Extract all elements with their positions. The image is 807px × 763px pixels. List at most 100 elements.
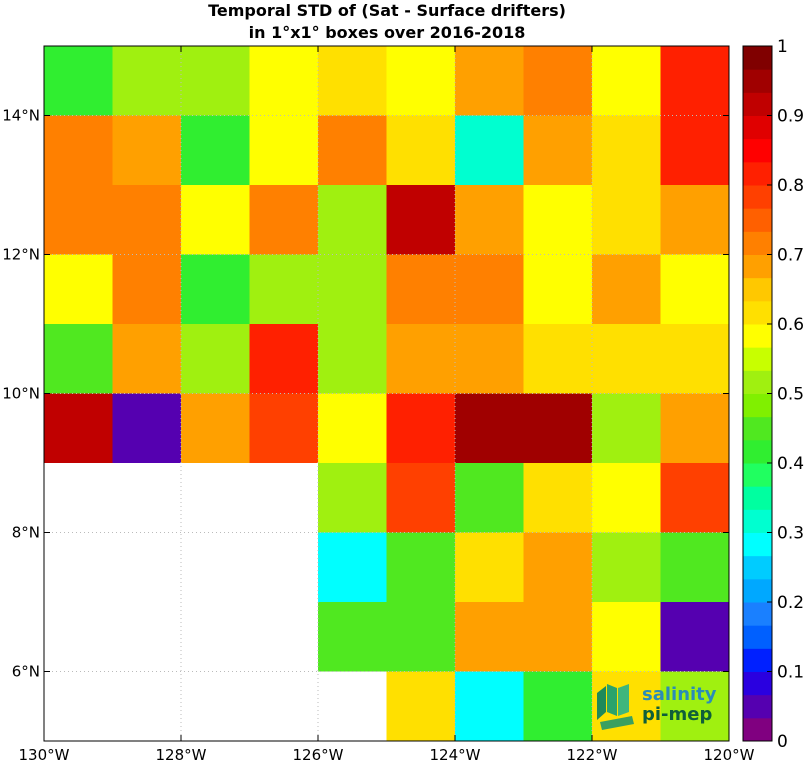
heatmap-cell: [249, 46, 318, 116]
y-tick-label: 14°N: [2, 107, 40, 125]
heatmap-cell: [523, 532, 592, 602]
heatmap-cell: [592, 46, 661, 116]
colorbar-tick-label: 0.8: [777, 176, 804, 196]
colorbar-swatch: [743, 439, 772, 464]
x-tick-label: 122°W: [567, 746, 618, 763]
colorbar-swatch: [743, 92, 772, 116]
heatmap-cell: [523, 602, 592, 672]
colorbar-swatch: [743, 231, 772, 255]
heatmap-cell: [386, 324, 455, 394]
colorbar-tick-label: 0.6: [777, 315, 804, 335]
colorbar-swatch: [743, 532, 772, 557]
heatmap-cell: [112, 185, 181, 255]
x-tick-label: 124°W: [430, 746, 481, 763]
heatmap-cell: [44, 324, 113, 394]
colorbar-swatch: [743, 185, 772, 209]
heatmap-cell: [318, 324, 387, 394]
heatmap-cell: [249, 185, 318, 255]
colorbar-tick-label: 0.2: [777, 593, 804, 613]
colorbar-swatch: [743, 324, 772, 348]
heatmap-cell: [660, 393, 729, 463]
heatmap-cell: [112, 393, 181, 463]
colorbar-swatch: [743, 370, 772, 394]
heatmap-cell: [44, 115, 113, 185]
heatmap-cell: [455, 532, 524, 602]
heatmap-cell: [181, 115, 250, 185]
heatmap-cell: [660, 671, 729, 741]
colorbar-tick-label: 1: [777, 37, 788, 57]
heatmap-cell: [660, 324, 729, 394]
heatmap-cell: [523, 115, 592, 185]
colorbar-tick-label: 0: [777, 732, 788, 752]
heatmap-cell: [523, 324, 592, 394]
heatmap-cells: [44, 46, 729, 741]
heatmap-cell: [592, 324, 661, 394]
heatmap-cell: [455, 115, 524, 185]
heatmap-cell: [386, 185, 455, 255]
colorbar-swatch: [743, 463, 772, 487]
heatmap-cell: [249, 393, 318, 463]
colorbar-swatch: [743, 69, 772, 93]
colorbar-swatch: [743, 115, 772, 140]
heatmap-cell: [523, 671, 592, 741]
colorbar-swatch: [743, 486, 772, 510]
heatmap-cell: [249, 324, 318, 394]
heatmap-cell: [660, 185, 729, 255]
heatmap-cell: [44, 185, 113, 255]
colorbar-tick-label: 0.4: [777, 454, 804, 474]
heatmap-cell: [44, 46, 113, 116]
colorbar-swatch: [743, 393, 772, 418]
colorbar-swatch: [743, 138, 772, 163]
colorbar-swatch: [743, 509, 772, 533]
logo-text-pimep: pi-mep: [642, 704, 712, 725]
heatmap-cell: [386, 671, 455, 741]
x-axis-ticks: 130°W 128°W 126°W 124°W 122°W 120°W: [19, 46, 755, 763]
heatmap-cell: [249, 115, 318, 185]
colorbar-tick-label: 0.7: [777, 246, 804, 266]
heatmap-cell: [318, 254, 387, 324]
heatmap-cell: [455, 671, 524, 741]
colorbar-swatch: [743, 347, 772, 371]
chart-title-line1: Temporal STD of (Sat - Surface drifters): [208, 1, 566, 20]
heatmap-cell: [112, 254, 181, 324]
chart-title-line2: in 1°x1° boxes over 2016-2018: [249, 23, 526, 42]
heatmap-cell: [318, 393, 387, 463]
heatmap-cell: [455, 185, 524, 255]
heatmap-cell: [592, 602, 661, 672]
colorbar-tick-label: 0.9: [777, 107, 804, 127]
colorbar-swatch: [743, 694, 772, 719]
heatmap-cell: [318, 532, 387, 602]
colorbar-swatch: [743, 300, 772, 325]
x-tick-label: 120°W: [704, 746, 755, 763]
heatmap-cell: [386, 532, 455, 602]
heatmap-cell: [318, 602, 387, 672]
heatmap-cell: [455, 393, 524, 463]
colorbar-swatch: [743, 625, 772, 649]
heatmap-cell: [660, 602, 729, 672]
heatmap-cell: [181, 185, 250, 255]
salinity-pimep-logo: salinity pi-mep: [597, 684, 717, 730]
y-tick-label: 12°N: [2, 246, 40, 264]
colorbar-swatch: [743, 717, 772, 742]
heatmap-cell: [660, 532, 729, 602]
heatmap-cell: [386, 46, 455, 116]
heatmap-cell: [181, 324, 250, 394]
x-tick-label: 128°W: [156, 746, 207, 763]
heatmap-cell: [455, 463, 524, 533]
logo-text-salinity: salinity: [642, 684, 717, 705]
heatmap-cell: [386, 463, 455, 533]
heatmap-cell: [592, 185, 661, 255]
heatmap-cell: [455, 254, 524, 324]
y-axis-ticks: 6°N 8°N 10°N 12°N 14°N: [2, 107, 729, 681]
colorbar-swatch: [743, 254, 772, 279]
heatmap-cell: [592, 254, 661, 324]
heatmap-cell: [523, 393, 592, 463]
heatmap-cell: [455, 602, 524, 672]
colorbar-swatch: [743, 208, 772, 232]
heatmap-cell: [181, 46, 250, 116]
heatmap-cell: [523, 185, 592, 255]
heatmap-cell: [181, 254, 250, 324]
heatmap-cell: [386, 115, 455, 185]
heatmap-cell: [592, 393, 661, 463]
